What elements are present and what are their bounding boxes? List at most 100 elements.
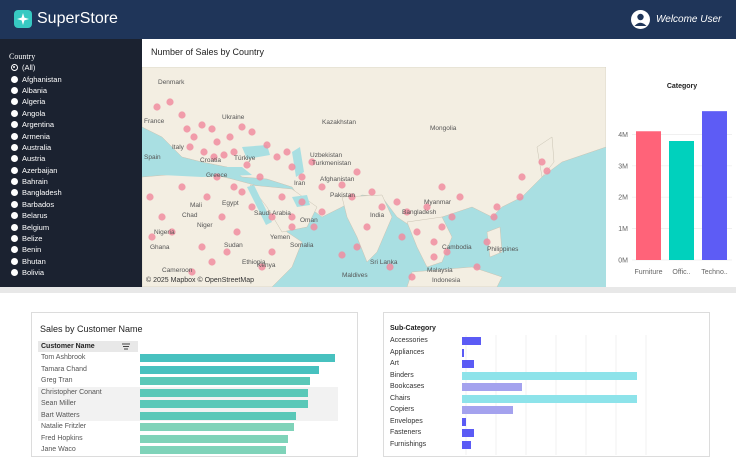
list-item[interactable]: Accessories xyxy=(390,335,690,347)
table-row[interactable]: Sean Miller xyxy=(38,398,338,410)
sales-dot[interactable] xyxy=(483,238,491,246)
sales-dot[interactable] xyxy=(146,193,154,201)
sub-category-bar[interactable] xyxy=(462,440,471,449)
radio-icon[interactable] xyxy=(11,246,18,254)
sales-dot[interactable] xyxy=(493,203,501,211)
table-row[interactable]: Tamara Chand xyxy=(38,364,338,376)
sales-dot[interactable] xyxy=(288,163,296,171)
country-option[interactable]: Algeria xyxy=(11,96,62,107)
sales-dot[interactable] xyxy=(473,263,481,271)
sales-dot[interactable] xyxy=(283,148,291,156)
sub-category-bar[interactable] xyxy=(462,360,475,368)
sales-dot[interactable] xyxy=(230,183,238,191)
customer-sales-bar[interactable] xyxy=(140,365,320,374)
country-option[interactable]: Bahrain xyxy=(11,176,62,187)
country-option[interactable]: Barbados xyxy=(11,199,62,210)
sales-dot[interactable] xyxy=(178,111,186,119)
sales-dot[interactable] xyxy=(538,158,546,166)
country-option[interactable]: Belgium xyxy=(11,221,62,232)
country-option[interactable]: Albania xyxy=(11,85,62,96)
list-item[interactable]: Copiers xyxy=(390,404,690,416)
sales-dot[interactable] xyxy=(288,213,296,221)
country-option[interactable]: (All) xyxy=(11,62,62,73)
list-item[interactable]: Fasteners xyxy=(390,427,690,439)
list-item[interactable]: Art xyxy=(390,358,690,370)
country-option[interactable]: Argentina xyxy=(11,119,62,130)
sub-category-bar[interactable] xyxy=(462,394,637,403)
sales-dot[interactable] xyxy=(278,193,286,201)
sales-dot[interactable] xyxy=(318,208,326,216)
sales-dot[interactable] xyxy=(443,248,451,256)
country-option[interactable]: Angola xyxy=(11,108,62,119)
sales-dot[interactable] xyxy=(168,228,176,236)
sales-dot[interactable] xyxy=(213,173,221,181)
sales-dot[interactable] xyxy=(353,168,361,176)
sales-dot[interactable] xyxy=(516,193,524,201)
sub-category-bar[interactable] xyxy=(462,383,522,391)
sales-dot[interactable] xyxy=(363,223,371,231)
category-bar[interactable] xyxy=(636,131,661,260)
country-option[interactable]: Benin xyxy=(11,244,62,255)
country-option[interactable]: Azerbaijan xyxy=(11,165,62,176)
radio-icon[interactable] xyxy=(11,75,18,83)
sales-dot[interactable] xyxy=(393,198,401,206)
sales-dot[interactable] xyxy=(543,167,551,175)
sales-dot[interactable] xyxy=(203,193,211,201)
country-option[interactable]: Afghanistan xyxy=(11,73,62,84)
radio-icon[interactable] xyxy=(11,269,18,277)
radio-icon[interactable] xyxy=(11,155,18,163)
table-row[interactable]: Greg Tran xyxy=(38,375,338,387)
country-option[interactable]: Armenia xyxy=(11,130,62,141)
sales-dot[interactable] xyxy=(213,138,221,146)
radio-icon[interactable] xyxy=(11,121,18,129)
country-option[interactable]: Bhutan xyxy=(11,256,62,267)
sales-dot[interactable] xyxy=(230,148,238,156)
list-item[interactable]: Chairs xyxy=(390,393,690,405)
sales-dot[interactable] xyxy=(186,143,194,151)
radio-icon[interactable] xyxy=(11,257,18,265)
radio-icon[interactable] xyxy=(11,109,18,117)
sub-category-bar[interactable] xyxy=(462,371,637,380)
radio-icon[interactable] xyxy=(11,132,18,140)
sales-dot[interactable] xyxy=(423,203,431,211)
sales-dot[interactable] xyxy=(338,181,346,189)
table-row[interactable]: Fred Hopkins xyxy=(38,433,338,445)
sales-dot[interactable] xyxy=(288,223,296,231)
sales-dot[interactable] xyxy=(518,173,526,181)
sales-dot[interactable] xyxy=(408,273,416,281)
customer-sales-bar[interactable] xyxy=(140,423,295,431)
radio-icon[interactable] xyxy=(11,178,18,186)
radio-icon[interactable] xyxy=(11,200,18,208)
sales-dot[interactable] xyxy=(378,203,386,211)
list-item[interactable]: Appliances xyxy=(390,347,690,359)
radio-icon[interactable] xyxy=(11,212,18,220)
sales-dot[interactable] xyxy=(248,203,256,211)
category-bar[interactable] xyxy=(702,111,727,260)
sales-dot[interactable] xyxy=(248,128,256,136)
sales-dot[interactable] xyxy=(233,228,241,236)
sales-dot[interactable] xyxy=(308,158,316,166)
customer-sales-bar[interactable] xyxy=(140,446,287,454)
sales-dot[interactable] xyxy=(298,173,306,181)
category-bar[interactable] xyxy=(669,140,694,260)
table-row[interactable]: Jane Waco xyxy=(38,444,338,456)
country-option[interactable]: Australia xyxy=(11,142,62,153)
sales-dot[interactable] xyxy=(158,213,166,221)
sales-dot[interactable] xyxy=(403,208,411,216)
radio-icon[interactable] xyxy=(11,98,18,106)
table-row[interactable]: Christopher Conant xyxy=(38,386,338,398)
sub-category-bar[interactable] xyxy=(462,337,482,345)
sales-dot[interactable] xyxy=(243,161,251,169)
sales-dot[interactable] xyxy=(398,233,406,241)
sales-dot[interactable] xyxy=(208,125,216,133)
sales-dot[interactable] xyxy=(338,251,346,259)
sales-dot[interactable] xyxy=(208,258,216,266)
sales-dot[interactable] xyxy=(166,98,174,106)
sales-dot[interactable] xyxy=(198,243,206,251)
sales-map[interactable]: Denmark Ukraine Kazakhstan Mongolia Italy Cro… xyxy=(142,67,606,287)
sales-dot[interactable] xyxy=(318,183,326,191)
customer-sales-bar[interactable] xyxy=(140,434,289,443)
sales-dot[interactable] xyxy=(188,268,196,276)
sales-dot[interactable] xyxy=(256,173,264,181)
radio-icon[interactable] xyxy=(11,64,18,72)
